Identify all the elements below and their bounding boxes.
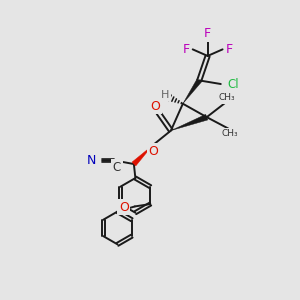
Text: F: F <box>183 43 190 56</box>
Polygon shape <box>183 79 202 104</box>
Text: O: O <box>119 200 129 214</box>
Text: Cl: Cl <box>227 77 239 91</box>
Text: N: N <box>87 154 97 167</box>
Text: C: C <box>113 160 121 173</box>
Polygon shape <box>171 114 208 130</box>
Text: O: O <box>150 100 160 112</box>
Text: F: F <box>204 27 211 40</box>
Text: CH₃: CH₃ <box>218 93 235 102</box>
Text: F: F <box>226 43 233 56</box>
Polygon shape <box>132 146 152 166</box>
Text: H: H <box>161 90 170 100</box>
Text: CH₃: CH₃ <box>221 129 238 138</box>
Text: O: O <box>148 145 158 158</box>
